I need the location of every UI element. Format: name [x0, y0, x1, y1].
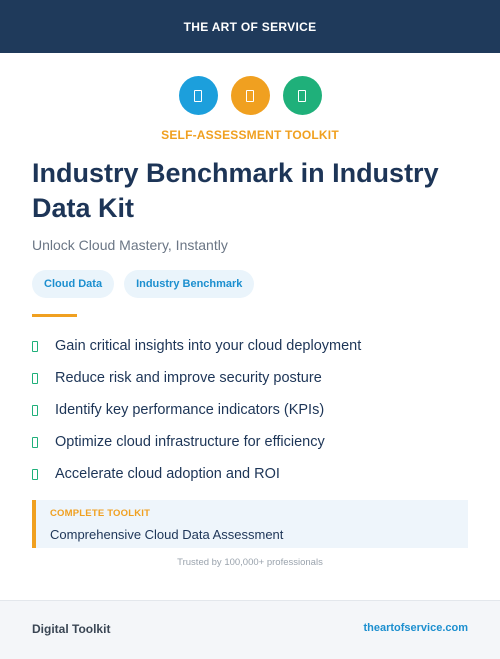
feature-item: Gain critical insights into your cloud d… [32, 330, 472, 362]
toolkit-callout: COMPLETE TOOLKIT Comprehensive Cloud Dat… [32, 500, 468, 548]
trust-note: Trusted by 100,000+ professionals [177, 557, 323, 568]
check-icon [32, 404, 38, 416]
footer-label: Digital Toolkit [32, 622, 111, 636]
feature-item: Accelerate cloud adoption and ROI [32, 458, 472, 490]
document-icon-blue [178, 76, 218, 115]
page-title: Industry Benchmark in Industry Data Kit [32, 158, 439, 223]
kicker-label: SELF-ASSESSMENT TOOLKIT [161, 128, 339, 142]
brand-title: THE ART OF SERVICE [183, 19, 317, 34]
check-icon [32, 372, 38, 384]
callout-text: Comprehensive Cloud Data Assessment [50, 527, 284, 542]
check-icon [32, 436, 38, 448]
website-link[interactable]: theartofservice.com [363, 622, 468, 634]
tag-list: Cloud Data Industry Benchmark [32, 270, 255, 298]
page-subtitle: Unlock Cloud Mastery, Instantly [32, 237, 228, 253]
feature-item: Optimize cloud infrastructure for effici… [32, 426, 472, 458]
document-icon [298, 89, 306, 102]
feature-text: Identify key performance indicators (KPI… [55, 402, 325, 418]
icon-row [0, 76, 500, 115]
feature-text: Accelerate cloud adoption and ROI [55, 466, 280, 482]
feature-item: Identify key performance indicators (KPI… [32, 394, 472, 426]
feature-item: Reduce risk and improve security posture [32, 362, 472, 394]
footer-bar: Digital Toolkit theartofservice.com [0, 600, 500, 659]
check-icon [32, 340, 38, 352]
feature-text: Optimize cloud infrastructure for effici… [55, 434, 325, 450]
feature-list: Gain critical insights into your cloud d… [32, 330, 472, 490]
header-bar: THE ART OF SERVICE [0, 0, 500, 53]
callout-label: COMPLETE TOOLKIT [50, 508, 151, 519]
feature-text: Gain critical insights into your cloud d… [55, 338, 362, 354]
document-icon-orange [230, 76, 270, 115]
document-icon [194, 89, 202, 102]
tag-industry-benchmark[interactable]: Industry Benchmark [124, 270, 255, 298]
document-icon [246, 89, 254, 102]
tag-cloud-data[interactable]: Cloud Data [32, 270, 115, 298]
feature-text: Reduce risk and improve security posture [55, 370, 322, 386]
check-icon [32, 468, 38, 480]
accent-divider [32, 314, 77, 317]
document-icon-green [282, 76, 322, 115]
